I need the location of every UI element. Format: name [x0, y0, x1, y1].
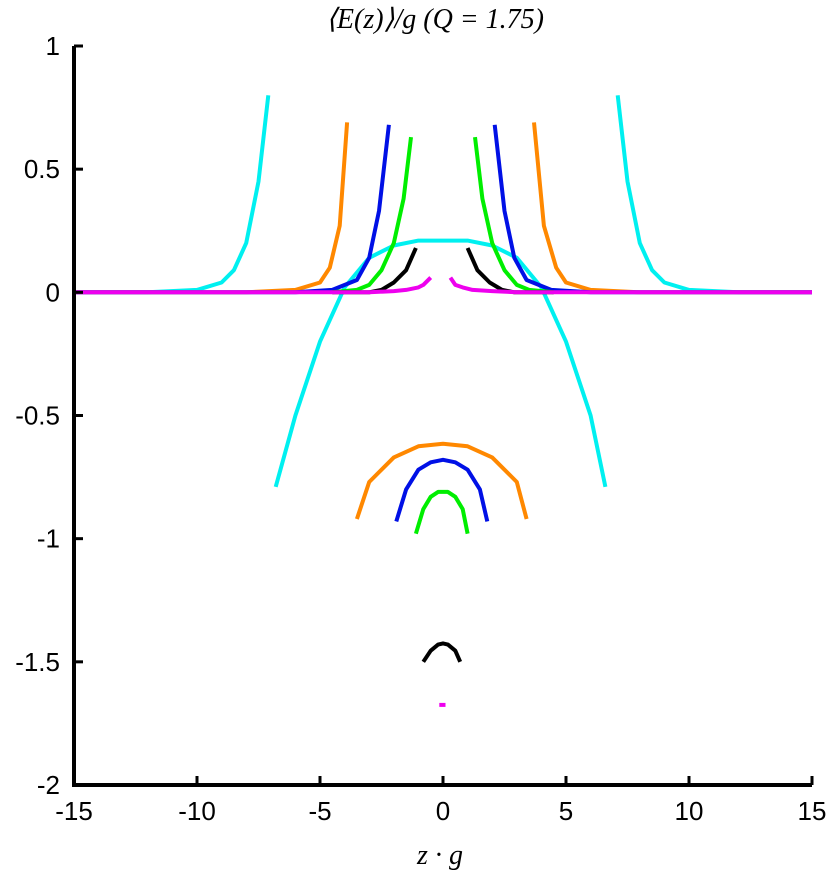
y-tick-label: -0.5 [15, 401, 60, 431]
y-tick-label: 1 [46, 31, 60, 61]
x-tick-label: 10 [675, 796, 704, 826]
x-tick-label: -5 [308, 796, 331, 826]
series-6-segment-1 [74, 276, 433, 295]
series-4-segment-3 [413, 489, 470, 535]
series-3-segment-3 [394, 457, 490, 522]
series-1-segment-1 [74, 95, 271, 295]
chart-title: ⟨E(z)⟩/g (Q = 1.75) [326, 4, 544, 35]
axes [72, 44, 814, 787]
x-tick-label: -15 [55, 796, 93, 826]
y-tick-label: 0.5 [24, 154, 60, 184]
series-6-segment-2 [448, 276, 812, 295]
series-4-segment-2 [473, 136, 554, 295]
series-1-segment-3 [273, 238, 608, 488]
series-5-segment-3 [421, 641, 463, 663]
x-tick-label: 0 [436, 796, 450, 826]
x-tick-label: -10 [178, 796, 216, 826]
series-2-segment-1 [74, 122, 350, 295]
series-1-segment-2 [615, 95, 812, 295]
series-2-segment-3 [355, 441, 529, 520]
x-tick-label: 5 [559, 796, 573, 826]
series-layer [74, 95, 812, 707]
y-tick-label: -1 [37, 524, 60, 554]
x-tick-label: 15 [798, 796, 827, 826]
series-4-segment-1 [332, 136, 413, 295]
y-tick-label: 0 [46, 277, 60, 307]
x-axis-title: z · g [416, 840, 463, 871]
y-tick-label: -2 [37, 770, 60, 800]
tick-labels: -15 -10 -5 0 5 10 15 -2 -1.5 -1 -0.5 0 0.5 1 [15, 31, 826, 826]
series-2-segment-2 [532, 122, 812, 295]
y-tick-label: -1.5 [15, 647, 60, 677]
